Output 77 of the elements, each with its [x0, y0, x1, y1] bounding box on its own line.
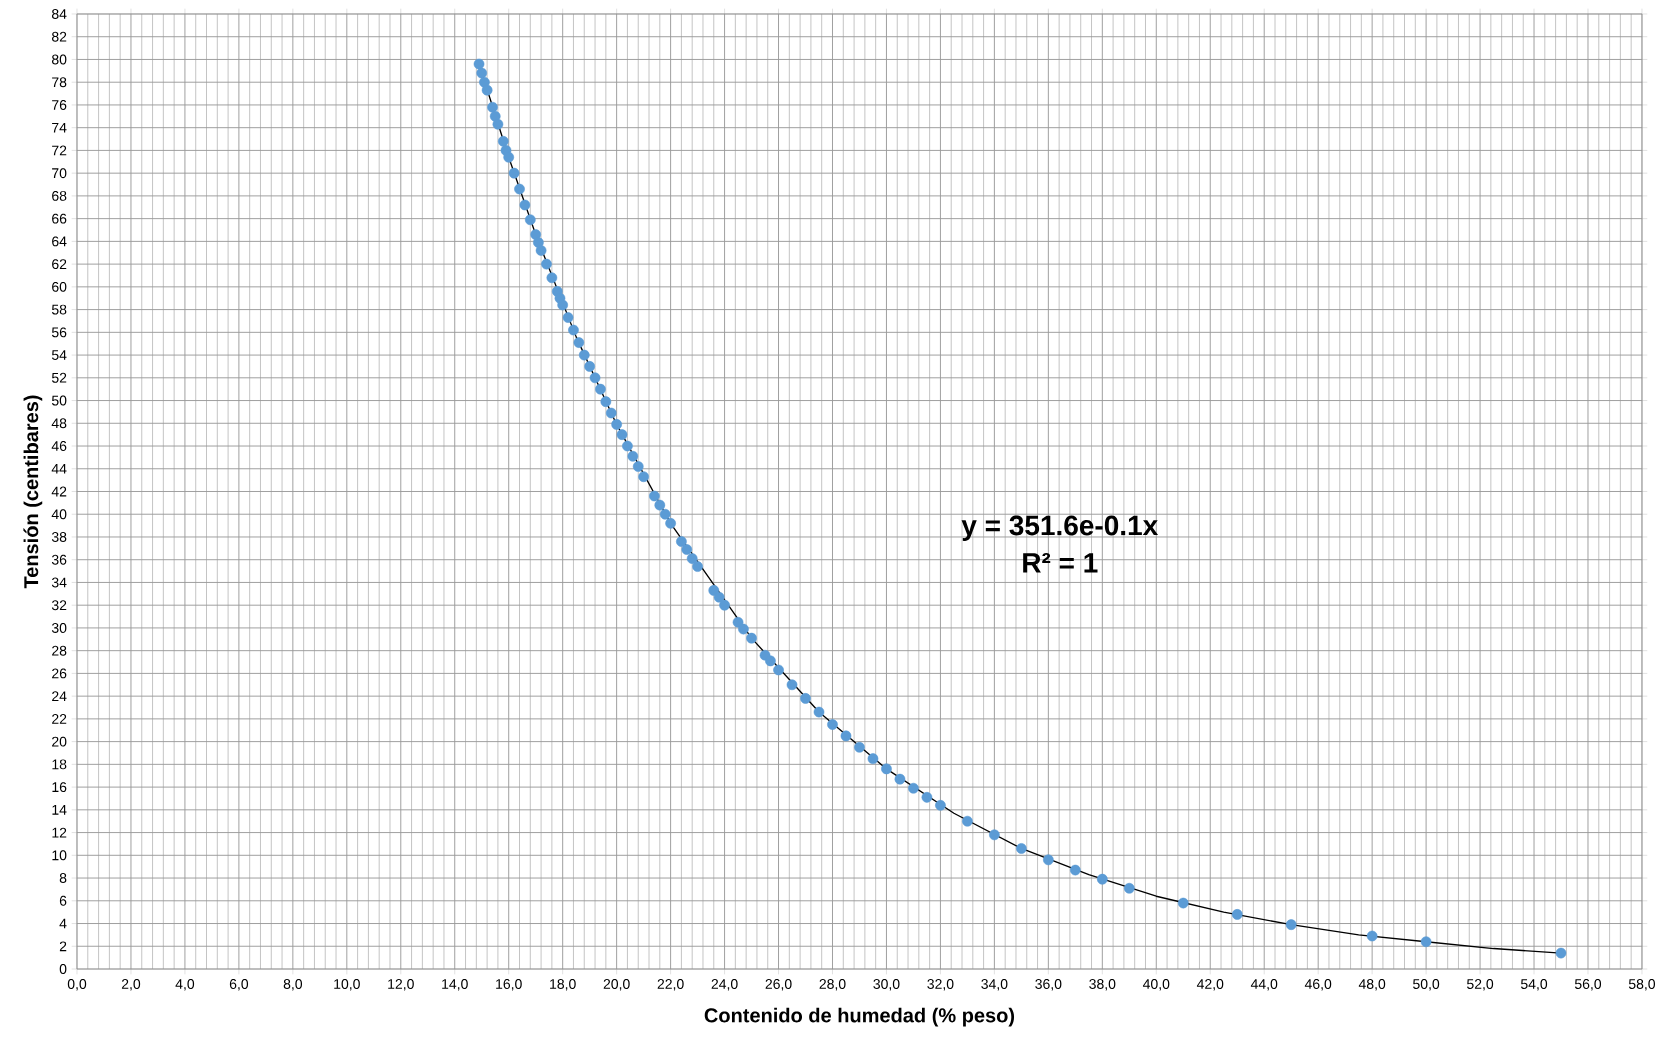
y-tick-label: 2	[59, 941, 67, 952]
x-tick-label: 50,0	[1413, 979, 1440, 991]
x-tick-label: 42,0	[1196, 979, 1224, 991]
y-tick-label: 40	[51, 509, 67, 520]
y-tick-label: 60	[52, 281, 67, 292]
y-tick-label: 52	[51, 372, 67, 383]
x-tick-label: 38,0	[1089, 979, 1116, 991]
y-tick-label: 64	[52, 236, 67, 247]
y-tick-label: 42	[51, 486, 67, 497]
y-tick-label: 4	[59, 918, 67, 929]
y-tick-label: 44	[51, 463, 67, 474]
y-tick-label: 68	[52, 190, 67, 201]
y-tick-label: 8	[59, 873, 67, 884]
x-tick-label: 48,0	[1358, 979, 1386, 991]
y-tick-label: 80	[51, 54, 67, 65]
y-tick-label: 70	[52, 168, 67, 179]
x-tick-label: 18,0	[550, 979, 576, 991]
y-tick-label: 20	[52, 736, 67, 747]
x-tick-label: 58,0	[1628, 979, 1656, 991]
x-tick-label: 2,0	[121, 979, 141, 991]
x-tick-label: 14,0	[442, 979, 468, 991]
y-tick-label: 6	[59, 895, 67, 906]
y-tick-label: 78	[52, 77, 67, 88]
x-tick-label: 24,0	[711, 979, 738, 991]
y-tick-label: 32	[51, 600, 67, 611]
y-tick-label: 38	[51, 532, 67, 542]
y-tick-label: 26	[52, 668, 67, 679]
y-tick-label: 0	[59, 964, 67, 974]
x-tick-label: 26,0	[765, 979, 792, 991]
y-tick-label: 28	[52, 645, 67, 656]
x-tick-label: 52,0	[1467, 979, 1494, 991]
y-tick-label: 72	[52, 145, 67, 156]
y-tick-label: 48	[51, 418, 67, 429]
annotation: R² = 1	[1023, 552, 1098, 573]
annotation: y = 351.6e-0.1x	[961, 515, 1159, 541]
x-tick-label: 16,0	[496, 979, 522, 991]
x-tick-label: 30,0	[873, 979, 900, 991]
x-tick-label: 34,0	[981, 979, 1008, 991]
y-tick-label: 16	[52, 782, 67, 793]
x-tick-label: 12,0	[388, 979, 414, 991]
x-tick-label: 40,0	[1142, 979, 1170, 991]
x-tick-label: 54,0	[1520, 979, 1548, 991]
x-tick-label: 28,0	[819, 979, 846, 991]
y-tick-label: 18	[52, 759, 67, 770]
y-tick-label: 22	[52, 714, 67, 724]
y-tick-label: 62	[52, 259, 67, 270]
x-tick-label: 4,0	[175, 979, 195, 991]
x-tick-label: 56,0	[1574, 979, 1602, 991]
x-tick-label: 8,0	[283, 979, 303, 991]
y-tick-label: 54	[51, 350, 67, 360]
x-tick-label: 36,0	[1035, 979, 1062, 991]
x-tick-label: 20,0	[603, 979, 630, 991]
x-tick-label: 22,0	[657, 979, 684, 991]
x-tick-label: 0,0	[67, 979, 87, 991]
y-tick-label: 34	[51, 577, 67, 588]
y-tick-label: 58	[51, 304, 67, 315]
x-tick-label: 10,0	[334, 979, 360, 991]
y-tick-label: 50	[51, 395, 67, 406]
y-tick-label: 36	[51, 554, 67, 565]
x-tick-label: 44,0	[1250, 979, 1278, 991]
y-tick-label: 30	[51, 622, 67, 633]
x-tick-label: 6,0	[229, 979, 249, 991]
x-axis-title: Contenido de humedad (% peso)	[704, 1007, 1015, 1027]
y-tick-label: 12	[52, 827, 67, 838]
x-tick-label: 32,0	[927, 979, 954, 991]
y-tick-label: 74	[52, 122, 67, 133]
y-tick-label: 10	[52, 850, 67, 861]
y-axis-title: Tensión (centibares)	[23, 395, 43, 589]
x-tick-label: 46,0	[1304, 979, 1332, 991]
y-tick-label: 84	[51, 9, 67, 19]
y-tick-label: 66	[52, 213, 67, 224]
y-tick-label: 46	[51, 441, 67, 451]
y-tick-label: 24	[52, 691, 67, 702]
y-tick-label: 82	[51, 31, 67, 42]
y-tick-label: 14	[52, 805, 67, 815]
y-tick-label: 76	[52, 100, 67, 110]
y-tick-label: 56	[51, 327, 67, 338]
